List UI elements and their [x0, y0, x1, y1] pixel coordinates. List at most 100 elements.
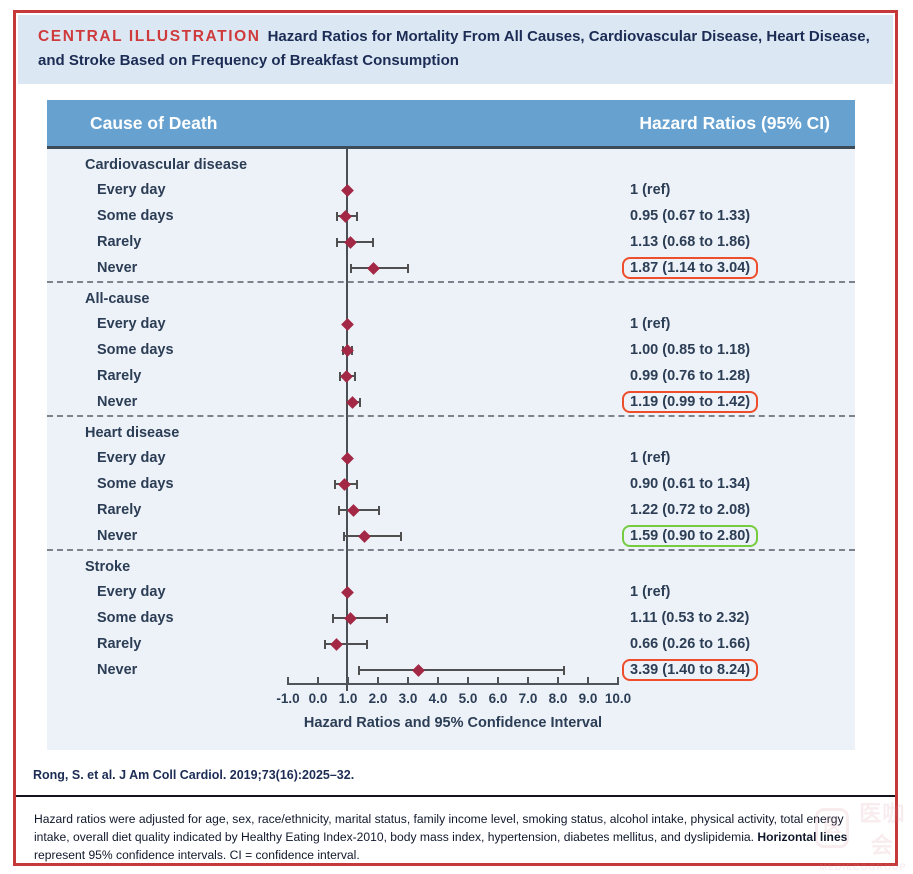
axis-tick-label: 5.0 [458, 691, 478, 707]
row-label: Rarely [97, 368, 142, 385]
group-header: Heart disease [85, 425, 180, 442]
hr-value: 0.95 (0.67 to 1.33) [630, 208, 751, 225]
x-axis: -1.0 0.0 1.0 2.0 3.0 4.0 5.0 6.0 7.0 8.0 9.0 10.0 H… [47, 677, 855, 748]
figure-frame: CENTRAL ILLUSTRATION Hazard Ratios for Mo… [13, 10, 898, 866]
row-label: Rarely [97, 636, 142, 653]
hr-value: 3.39 (1.40 to 8.24) [622, 659, 759, 682]
row-label: Every day [97, 450, 166, 467]
axis-tick [587, 677, 589, 686]
axis-tick [497, 677, 499, 686]
hr-point-marker [340, 585, 354, 599]
forest-row: Every day 1 (ref) [47, 445, 855, 471]
forest-row: Some days 1.11 (0.53 to 2.32) [47, 605, 855, 631]
axis-tick [467, 677, 469, 686]
forest-row: Never 1.19 (0.99 to 1.42) [47, 389, 855, 415]
axis-tick-label: 7.0 [518, 691, 538, 707]
column-header-hazard-ratios: Hazard Ratios (95% CI) [639, 113, 830, 134]
hr-value: 1.11 (0.53 to 2.32) [630, 610, 750, 627]
axis-tick [557, 677, 559, 686]
axis-tick [347, 677, 349, 686]
hr-value: 0.99 (0.76 to 1.28) [630, 368, 751, 385]
forest-row: Rarely 0.99 (0.76 to 1.28) [47, 363, 855, 389]
group-header: All-cause [85, 291, 150, 308]
hr-value: 1.59 (0.90 to 2.80) [622, 525, 759, 548]
hr-point-marker [337, 477, 351, 491]
hr-point-marker [340, 183, 354, 197]
figure-title: Hazard Ratios for Mortality From All Cau… [38, 28, 870, 70]
hr-point-marker [347, 503, 360, 517]
row-label: Every day [97, 584, 166, 601]
axis-tick-label: 6.0 [488, 691, 508, 707]
ci-cap [358, 665, 360, 675]
forest-group: Heart disease Every day 1 (ref) Some days 0.… [47, 417, 855, 552]
hr-point-marker [366, 261, 380, 275]
forest-row: Every day 1 (ref) [47, 177, 855, 203]
forest-plot-table: Cause of Death Hazard Ratios (95% CI) Ca… [47, 100, 855, 751]
ci-cap [358, 397, 361, 407]
group-header: Cardiovascular disease [85, 157, 248, 174]
row-label: Rarely [97, 502, 142, 519]
highlight-box-red: 3.39 (1.40 to 8.24) [622, 659, 759, 682]
ci-cap [343, 531, 345, 541]
hr-point-marker [412, 663, 426, 677]
ci-cap [365, 639, 368, 649]
forest-groups: Cardiovascular disease Every day 1 (ref) So… [47, 149, 855, 683]
hr-point-marker [344, 235, 358, 249]
ci-cap [331, 613, 334, 623]
hr-value: 1.13 (0.68 to 1.86) [630, 234, 751, 251]
forest-row: Some days 1.00 (0.85 to 1.18) [47, 337, 855, 363]
ci-cap [323, 639, 326, 649]
forest-plot-body: Cardiovascular disease Every day 1 (ref) So… [47, 149, 855, 751]
row-label: Never [97, 394, 138, 411]
ci-cap [356, 479, 359, 489]
reference-line [346, 149, 348, 692]
forest-row: Never 3.39 (1.40 to 8.24) [47, 657, 855, 683]
footnote: Hazard ratios were adjusted for age, sex… [16, 797, 895, 864]
row-label: Never [97, 662, 138, 679]
axis-tick [617, 677, 619, 686]
highlight-box-green: 1.59 (0.90 to 2.80) [622, 525, 759, 548]
ci-cap [338, 371, 341, 381]
row-label: Some days [97, 342, 174, 359]
ci-line [351, 267, 409, 270]
row-label: Some days [97, 610, 174, 627]
forest-row: Rarely 1.13 (0.68 to 1.86) [47, 229, 855, 255]
central-illustration-label: CENTRAL ILLUSTRATION [38, 28, 261, 45]
row-label: Never [97, 528, 138, 545]
group-header: Stroke [85, 559, 131, 576]
hr-value: 0.66 (0.26 to 1.66) [630, 636, 751, 653]
hr-value: 1.19 (0.99 to 1.42) [622, 391, 759, 414]
row-label: Some days [97, 208, 174, 225]
ci-cap [336, 237, 339, 247]
axis-tick [287, 677, 289, 686]
hr-point-marker [358, 529, 372, 543]
forest-group: All-cause Every day 1 (ref) Some days 1.00 (… [47, 283, 855, 418]
hr-value: 1 (ref) [630, 182, 671, 199]
axis-tick-label: -1.0 [276, 691, 300, 707]
footnote-text-post: represent 95% confidence intervals. CI =… [34, 847, 360, 862]
row-label: Every day [97, 316, 166, 333]
citation: Rong, S. et al. J Am Coll Cardiol. 2019;… [33, 768, 355, 783]
forest-row: Never 1.87 (1.14 to 3.04) [47, 255, 855, 281]
forest-group: Stroke Every day 1 (ref) Some days 1.11 (0.5… [47, 551, 855, 683]
hr-point-marker [339, 209, 352, 223]
hr-point-marker [330, 637, 344, 651]
forest-row: Every day 1 (ref) [47, 311, 855, 337]
hr-value: 1 (ref) [630, 450, 671, 467]
highlight-box-red: 1.19 (0.99 to 1.42) [622, 391, 759, 414]
x-axis-title: Hazard Ratios and 95% Confidence Interva… [303, 715, 603, 732]
axis-tick-label: 10.0 [604, 691, 632, 707]
ci-cap [354, 371, 357, 381]
ci-cap [337, 505, 340, 515]
forest-group: Cardiovascular disease Every day 1 (ref) So… [47, 149, 855, 284]
ci-cap [350, 263, 353, 273]
hr-value: 1.00 (0.85 to 1.18) [630, 342, 751, 359]
footnote-text-bold: Horizontal lines [757, 829, 848, 844]
x-axis-line [287, 683, 619, 686]
ci-cap [355, 211, 358, 221]
hr-value: 1 (ref) [630, 316, 671, 333]
hr-point-marker [343, 611, 357, 625]
hr-point-marker [346, 395, 360, 409]
hr-value: 1 (ref) [630, 584, 671, 601]
